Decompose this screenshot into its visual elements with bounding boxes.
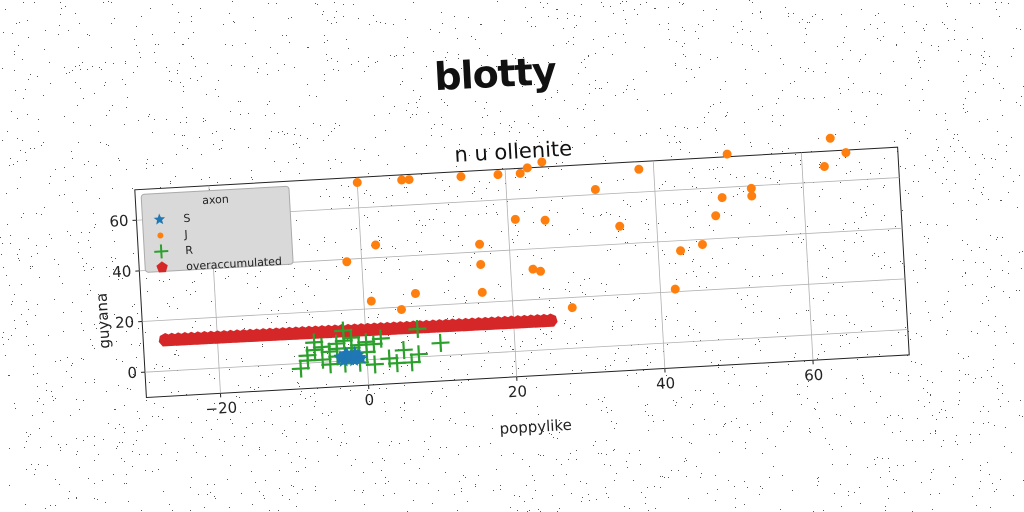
data-point-j (366, 296, 376, 306)
data-point-j (697, 239, 707, 249)
data-point-r (408, 319, 427, 339)
y-tick-label: 20 (115, 313, 135, 332)
data-point-j (515, 168, 525, 178)
legend-entry-s: S (183, 212, 191, 225)
data-point-r (394, 341, 413, 360)
data-point-j (342, 257, 352, 267)
data-point-j (819, 162, 829, 172)
data-point-j (825, 133, 835, 143)
legend-entry-j: J (183, 228, 188, 241)
chart-title: n u ollenite (454, 136, 573, 167)
data-point-j (476, 259, 486, 269)
x-gridline (652, 160, 666, 369)
x-tick-label: 0 (364, 391, 375, 410)
legend-marker-r (154, 244, 169, 259)
x-tick-label: 60 (804, 366, 824, 385)
data-point-r (431, 333, 450, 352)
grid (136, 152, 908, 394)
data-point-j (397, 175, 407, 185)
y-tick-label: 0 (127, 364, 138, 383)
series-s (333, 345, 368, 367)
data-point-j (410, 289, 420, 299)
data-point-j (540, 215, 550, 225)
data-point-j (615, 221, 625, 231)
x-tick-label: 20 (508, 382, 528, 401)
axis-ticks: −20 0 20 40 60 0 20 40 60 (109, 212, 824, 419)
legend-box (140, 185, 294, 273)
data-point-j (477, 287, 487, 297)
data-point-r (365, 355, 384, 374)
data-point-s (343, 349, 358, 362)
data-point-j (670, 284, 680, 294)
y-gridline (142, 278, 905, 322)
data-point-r (357, 332, 376, 352)
data-point-j (747, 191, 757, 201)
y-tick-label: 60 (109, 212, 129, 231)
legend-entry-overaccumulated: overaccumulated (186, 255, 282, 273)
data-point-j (746, 183, 756, 193)
data-point-overaccumulated (543, 313, 558, 327)
data-point-j (841, 148, 851, 158)
legend-marker-s (153, 213, 166, 225)
data-point-j (371, 240, 381, 250)
series-j (342, 133, 851, 315)
data-point-j (397, 305, 407, 315)
data-point-j (510, 214, 520, 224)
data-point-j (676, 246, 686, 256)
x-axis-label: poppylike (499, 416, 572, 438)
data-point-s (340, 347, 355, 361)
data-point-j (537, 157, 547, 167)
data-point-r (305, 333, 324, 352)
x-tick-label: −20 (205, 398, 238, 418)
data-point-s (333, 349, 347, 363)
data-point-r (371, 329, 390, 348)
data-point-r (334, 321, 353, 340)
data-point-j (475, 239, 485, 249)
legend-marker-overaccumulated (156, 261, 168, 273)
data-point-j (717, 193, 727, 203)
plot-area (134, 146, 910, 399)
data-point-r (342, 328, 361, 347)
data-point-j (456, 172, 466, 182)
data-point-r (409, 345, 428, 364)
data-point-r (298, 351, 317, 370)
data-point-j (567, 303, 577, 313)
data-point-j (722, 149, 732, 159)
data-point-j (493, 170, 503, 180)
legend-title: axon (202, 193, 229, 207)
data-point-j (536, 266, 546, 276)
data-point-j (352, 177, 362, 187)
data-point-r (291, 359, 310, 378)
data-point-j (404, 175, 414, 185)
x-gridline (504, 169, 518, 377)
data-point-j (711, 211, 721, 221)
data-point-j (590, 184, 600, 194)
data-point-r (402, 353, 421, 372)
data-point-r (327, 334, 346, 353)
series-overaccumulated (158, 313, 558, 347)
y-tick-label: 40 (112, 262, 132, 281)
legend-entry-r: R (185, 244, 194, 257)
data-point-j (522, 163, 532, 173)
y-gridline (144, 329, 908, 373)
data-point-s (348, 345, 362, 359)
x-gridline (800, 152, 814, 361)
data-point-j (528, 264, 538, 274)
legend: axon S J R overaccumulated (140, 185, 294, 273)
data-point-j (634, 164, 644, 174)
x-tick-label: 40 (656, 374, 676, 393)
data-point-s (354, 351, 368, 365)
y-axis-label: guyana (93, 292, 114, 349)
legend-marker-j (157, 232, 164, 239)
